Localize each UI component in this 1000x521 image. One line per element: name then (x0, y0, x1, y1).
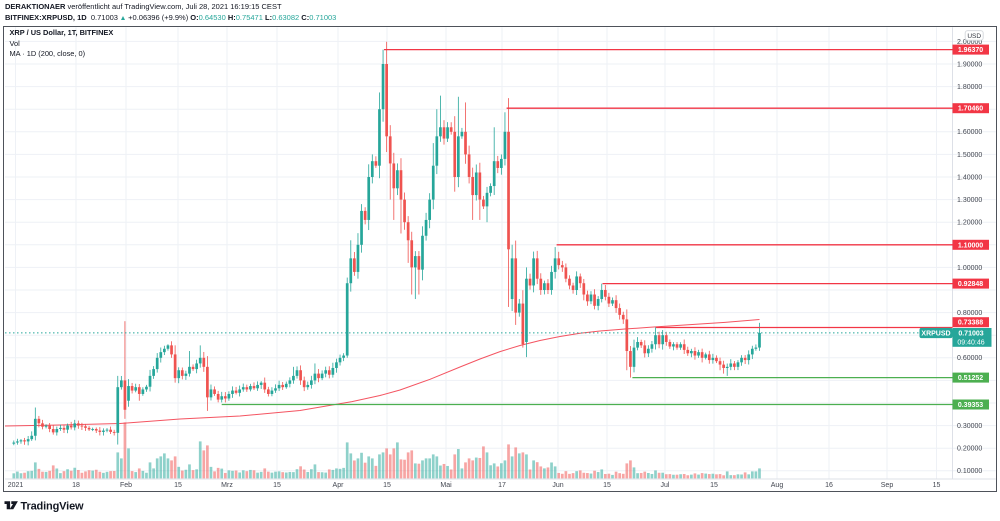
svg-text:Feb: Feb (120, 482, 132, 489)
svg-text:Jul: Jul (661, 482, 670, 489)
svg-text:Jun: Jun (552, 482, 563, 489)
svg-text:2021: 2021 (8, 482, 24, 489)
svg-text:1.50000: 1.50000 (957, 152, 982, 159)
svg-text:1.70460: 1.70460 (958, 106, 983, 113)
svg-text:0.39353: 0.39353 (958, 402, 983, 409)
svg-text:15: 15 (383, 482, 391, 489)
svg-text:2.00000: 2.00000 (957, 39, 982, 46)
svg-text:0.73388: 0.73388 (958, 320, 983, 327)
svg-text:1.20000: 1.20000 (957, 220, 982, 227)
svg-text:1.90000: 1.90000 (957, 61, 982, 68)
svg-text:1.80000: 1.80000 (957, 84, 982, 91)
svg-text:18: 18 (72, 482, 80, 489)
svg-text:1.10000: 1.10000 (958, 242, 983, 249)
svg-text:0.60000: 0.60000 (957, 355, 982, 362)
svg-text:1.60000: 1.60000 (957, 129, 982, 136)
svg-text:0.30000: 0.30000 (957, 423, 982, 430)
svg-text:Apr: Apr (333, 482, 345, 489)
svg-text:15: 15 (174, 482, 182, 489)
svg-text:Aug: Aug (771, 482, 784, 489)
svg-text:1.30000: 1.30000 (957, 197, 982, 204)
svg-text:0.92848: 0.92848 (958, 281, 983, 288)
svg-text:Mai: Mai (440, 482, 452, 489)
svg-text:0.10000: 0.10000 (957, 468, 982, 475)
svg-text:0.20000: 0.20000 (957, 446, 982, 453)
svg-text:1.40000: 1.40000 (957, 174, 982, 181)
svg-text:17: 17 (498, 482, 506, 489)
svg-text:XRPUSD: XRPUSD (921, 331, 950, 338)
svg-text:0.51252: 0.51252 (958, 375, 983, 382)
svg-text:1.96370: 1.96370 (958, 47, 983, 54)
svg-text:0.71003: 0.71003 (958, 331, 983, 338)
svg-text:15: 15 (933, 482, 941, 489)
svg-text:USD: USD (967, 33, 981, 40)
svg-text:09:40:46: 09:40:46 (957, 340, 984, 347)
svg-text:16: 16 (825, 482, 833, 489)
svg-text:Sep: Sep (881, 482, 894, 489)
svg-text:15: 15 (603, 482, 611, 489)
svg-text:1.00000: 1.00000 (957, 265, 982, 272)
svg-text:Mrz: Mrz (221, 482, 233, 489)
svg-text:0.80000: 0.80000 (957, 310, 982, 317)
svg-text:15: 15 (273, 482, 281, 489)
svg-text:15: 15 (710, 482, 718, 489)
svg-text:TradingView: TradingView (21, 500, 85, 512)
